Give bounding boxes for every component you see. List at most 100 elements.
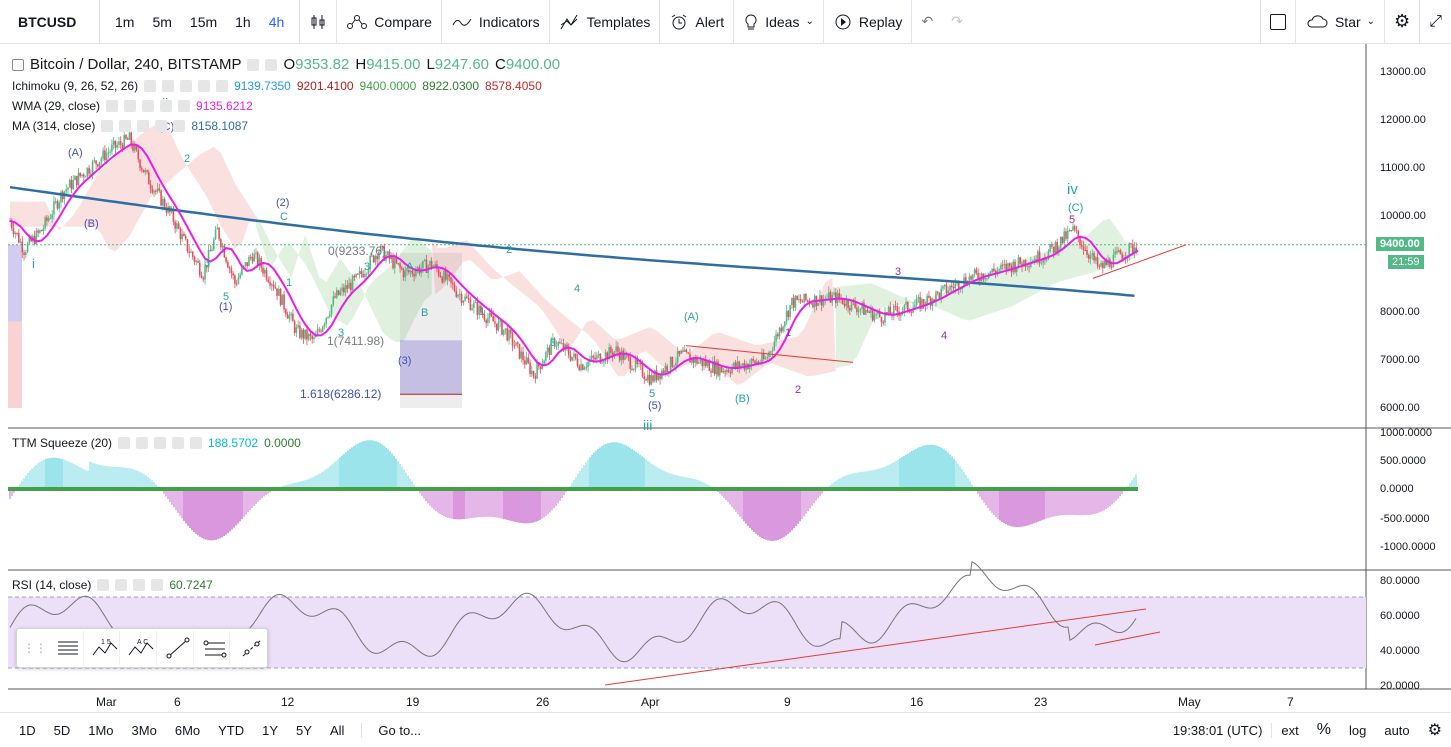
visibility-icon[interactable]: [144, 80, 157, 92]
settings-icon[interactable]: [265, 58, 278, 71]
ray-tool[interactable]: [236, 631, 267, 665]
alert-button[interactable]: Alert: [660, 0, 735, 44]
candle-body: [581, 364, 584, 370]
range-6mo[interactable]: 6Mo: [174, 722, 201, 738]
candle-body: [1056, 242, 1058, 252]
indicators-button[interactable]: Indicators: [442, 0, 550, 44]
candle-body: [669, 356, 672, 372]
candle-body: [617, 346, 619, 353]
fib-tool[interactable]: [200, 631, 231, 665]
remove-icon[interactable]: [151, 579, 164, 591]
visibility-icon[interactable]: [97, 579, 110, 591]
time-tick: Apr: [641, 695, 660, 709]
range-5y[interactable]: 5Y: [296, 722, 312, 738]
candle-body: [979, 278, 981, 281]
interval-5m[interactable]: 5m: [152, 13, 172, 30]
source-icon[interactable]: [137, 120, 150, 132]
visibility-icon[interactable]: [247, 58, 260, 71]
wave-abc-tool[interactable]: A C: [126, 631, 158, 665]
candle-body: [1015, 267, 1018, 272]
replay-button[interactable]: Replay: [824, 0, 913, 44]
interval-15m[interactable]: 15m: [189, 13, 218, 30]
source-icon[interactable]: [154, 437, 167, 449]
candle-body: [244, 262, 247, 266]
candle-body: [1072, 226, 1074, 231]
ext-toggle[interactable]: ext: [1281, 722, 1299, 738]
remove-icon[interactable]: [178, 100, 191, 112]
candle-body: [599, 353, 602, 363]
settings-icon[interactable]: [136, 437, 149, 449]
star-label: Star: [1334, 13, 1361, 30]
range-ytd[interactable]: YTD: [218, 722, 245, 738]
auto-toggle[interactable]: auto: [1384, 722, 1410, 738]
remove-icon[interactable]: [216, 80, 229, 92]
undo-button[interactable]: ↶: [912, 0, 942, 44]
collapse-icon[interactable]: [12, 58, 24, 71]
candle-body: [991, 268, 993, 273]
candle-body: [917, 297, 920, 299]
range-1mo[interactable]: 1Mo: [88, 722, 114, 738]
settings-icon[interactable]: [162, 80, 175, 92]
range-1d[interactable]: 1D: [19, 722, 36, 738]
source-icon[interactable]: [180, 80, 193, 92]
chart-canvas[interactable]: 1(7411.98)0(9233.76)1.618(6286.12)iiiiii…: [8, 44, 1451, 712]
add-icon[interactable]: [155, 120, 168, 132]
goto-button[interactable]: Go to...: [361, 722, 430, 738]
trendline-tool[interactable]: [163, 631, 194, 665]
wave-15-tool[interactable]: 1 5: [90, 631, 121, 665]
symbol-search[interactable]: BTCUSD: [0, 0, 100, 44]
candle-body: [177, 223, 180, 229]
candle-body: [1110, 266, 1113, 268]
candle-body: [88, 167, 90, 174]
open-label: O: [283, 56, 296, 73]
range-3mo[interactable]: 3Mo: [131, 722, 157, 738]
candle-body: [631, 368, 633, 371]
range-all[interactable]: All: [329, 722, 345, 738]
visibility-icon[interactable]: [106, 100, 119, 112]
range-1y[interactable]: 1Y: [262, 722, 279, 738]
add-icon[interactable]: [133, 579, 146, 591]
axis-settings-button[interactable]: ⚙: [1419, 720, 1451, 740]
settings-button[interactable]: ⚙: [1385, 0, 1421, 44]
source-icon[interactable]: [142, 100, 155, 112]
ma-legend: MA (314, close) 8158.1087: [12, 119, 248, 133]
add-icon[interactable]: [160, 100, 173, 112]
time-tick: 7: [1287, 695, 1294, 709]
candle-body: [641, 364, 644, 377]
settings-icon[interactable]: [124, 100, 137, 112]
candle-body: [246, 262, 248, 267]
horizontal-lines-tool[interactable]: [53, 631, 84, 665]
remove-icon[interactable]: [173, 120, 186, 132]
settings-icon[interactable]: [119, 120, 132, 132]
candle-body: [531, 371, 533, 375]
ma-title: MA (314, close): [12, 119, 96, 133]
candle-body: [16, 232, 18, 234]
percent-toggle[interactable]: %: [1316, 721, 1331, 738]
chart-area[interactable]: 1(7411.98)0(9233.76)1.618(6286.12)iiiiii…: [8, 44, 1451, 712]
fullscreen-button[interactable]: ⤢: [1420, 0, 1451, 44]
fullscreen-layout-button[interactable]: [1259, 0, 1296, 44]
wave-label: 1: [785, 327, 791, 339]
visibility-icon[interactable]: [101, 120, 114, 132]
templates-button[interactable]: Templates: [550, 0, 661, 44]
interval-4h[interactable]: 4h: [268, 13, 285, 30]
visibility-icon[interactable]: [118, 437, 131, 449]
settings-icon[interactable]: [115, 579, 128, 591]
redo-button[interactable]: ↷: [942, 0, 972, 44]
interval-1h[interactable]: 1h: [235, 13, 251, 30]
star-button[interactable]: Star ⌄: [1296, 0, 1386, 44]
chart-type-button[interactable]: [300, 0, 338, 44]
compare-button[interactable]: Compare: [337, 0, 442, 44]
add-icon[interactable]: [172, 437, 185, 449]
range-5d[interactable]: 5D: [53, 722, 71, 738]
candle-body: [731, 367, 733, 374]
add-icon[interactable]: [198, 80, 211, 92]
interval-1m[interactable]: 1m: [115, 13, 135, 30]
clock[interactable]: 19:38:01 (UTC): [1164, 722, 1273, 738]
log-toggle[interactable]: log: [1348, 722, 1367, 738]
candle-body: [53, 201, 55, 215]
ideas-button[interactable]: Ideas ⌄: [734, 0, 824, 44]
drag-handle-icon[interactable]: ⋮⋮: [23, 641, 47, 655]
remove-icon[interactable]: [190, 437, 203, 449]
candle-body: [850, 300, 853, 311]
